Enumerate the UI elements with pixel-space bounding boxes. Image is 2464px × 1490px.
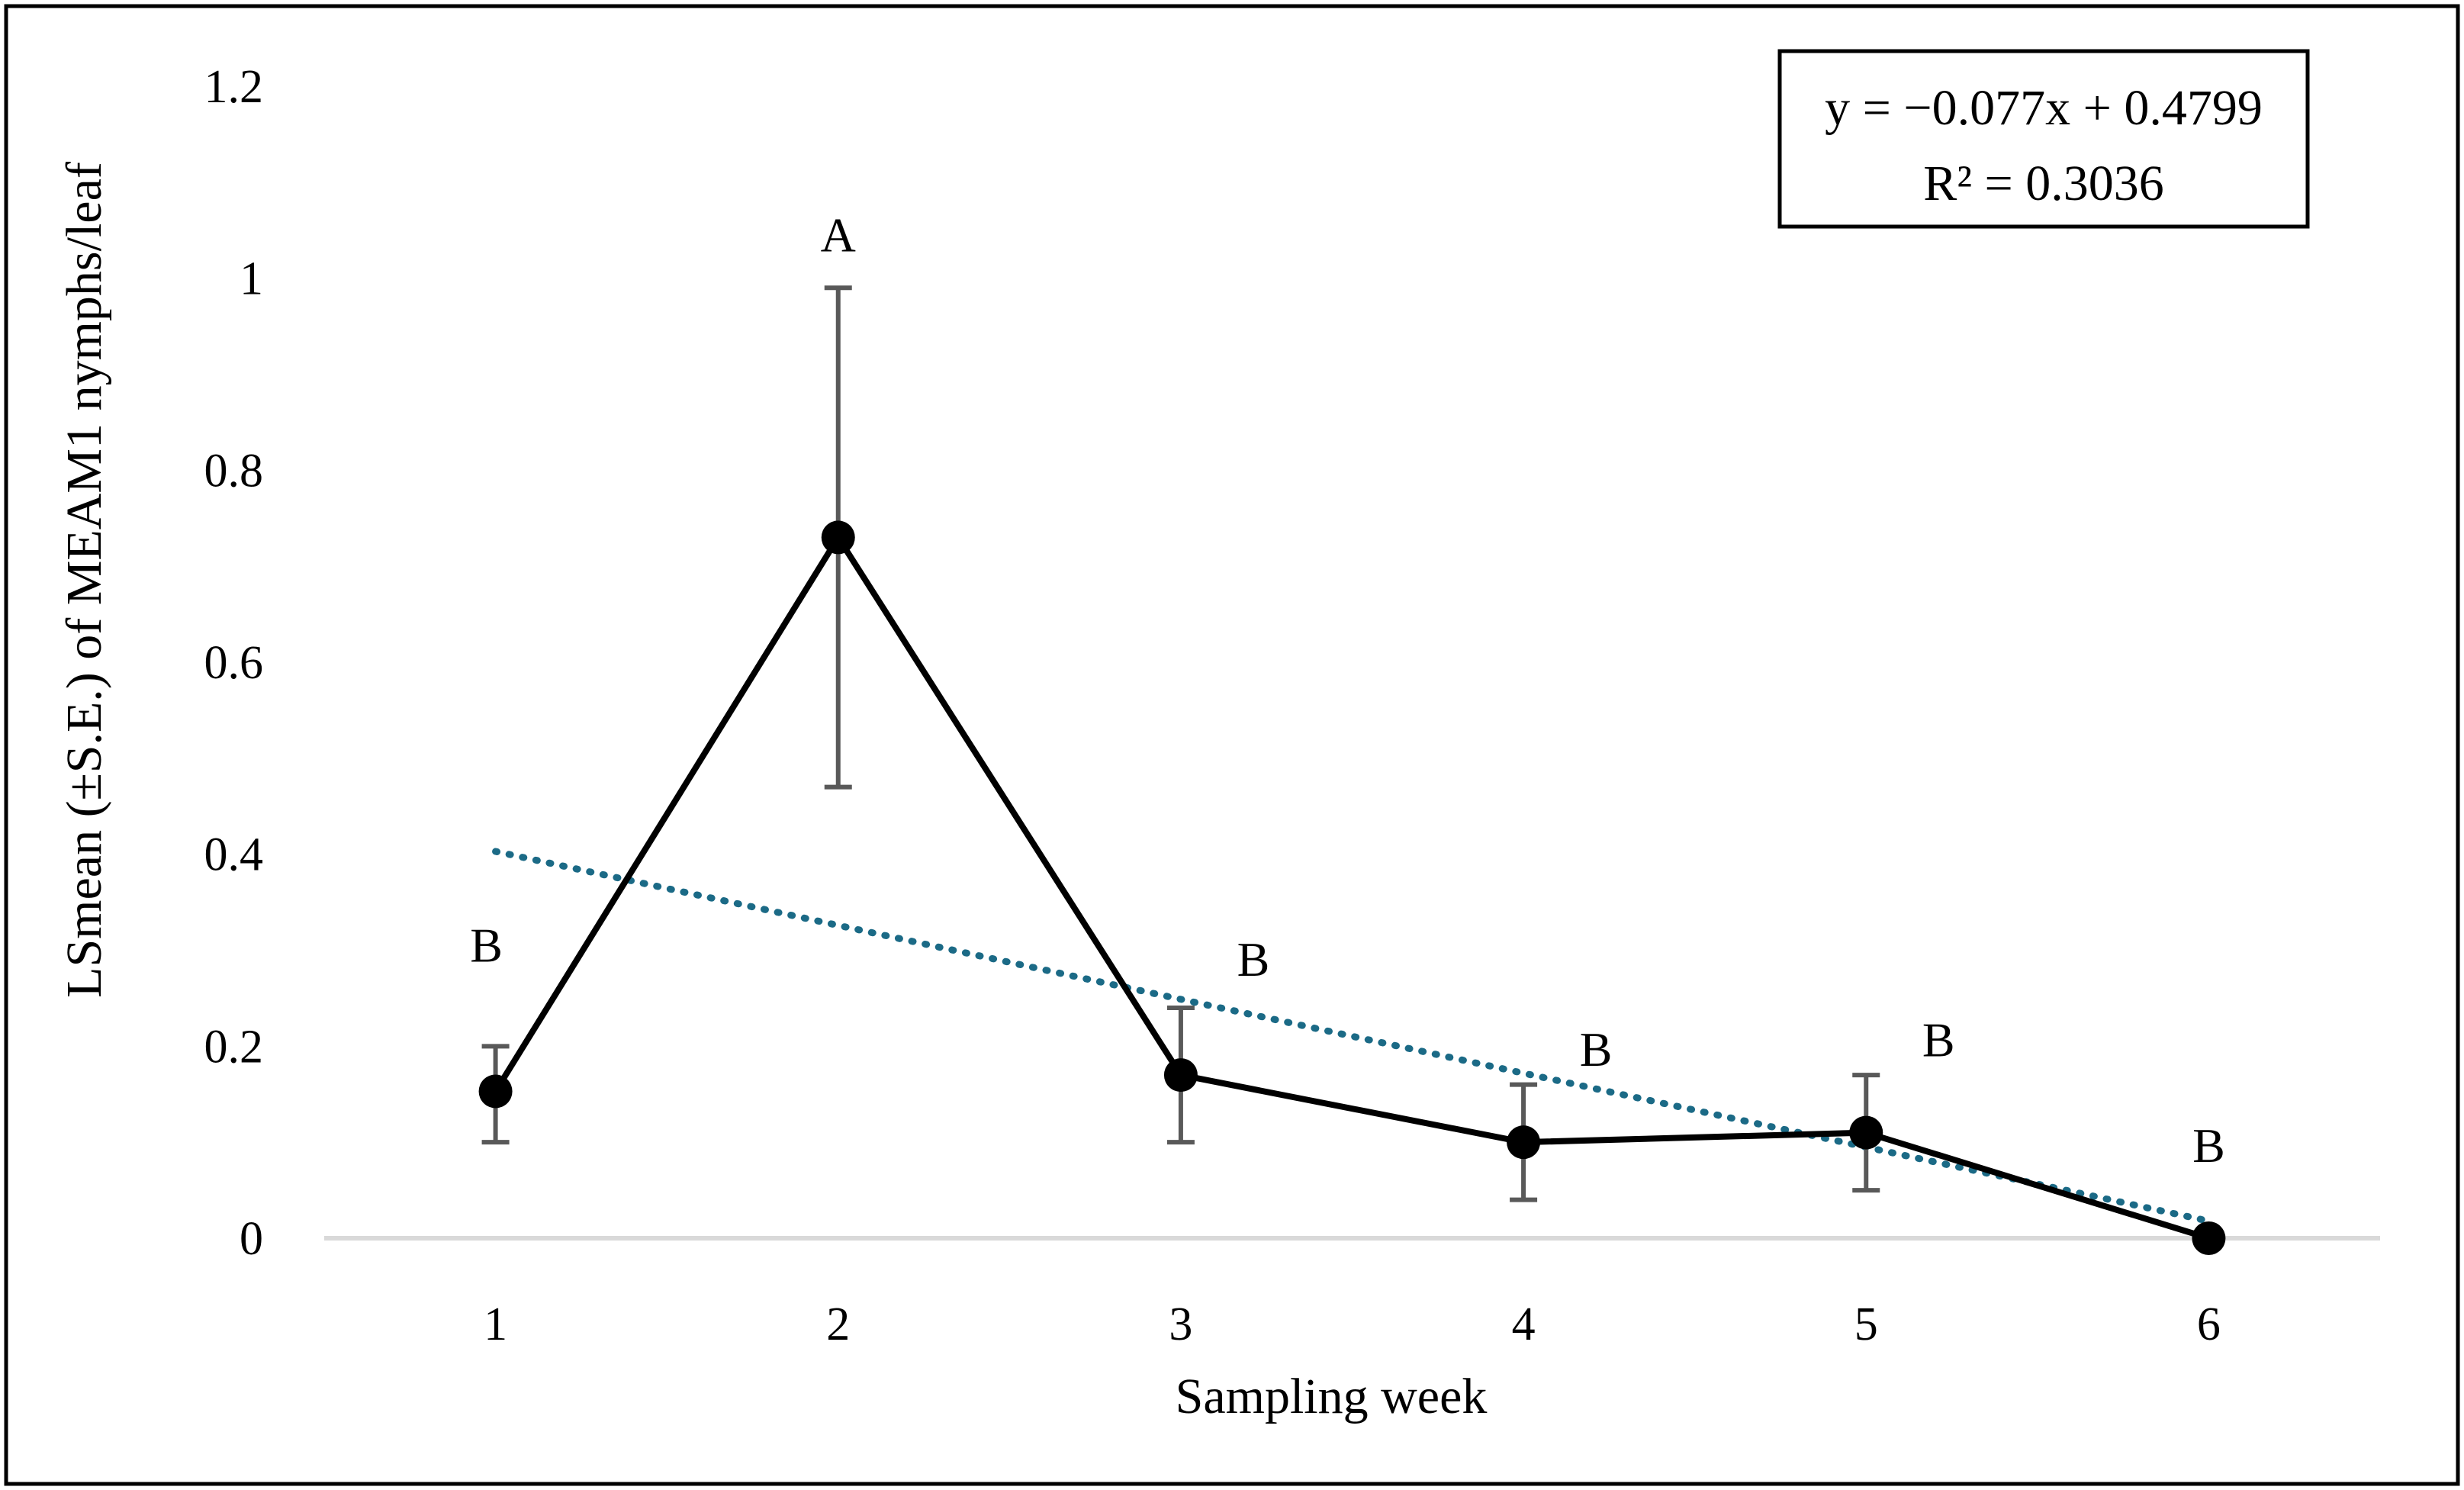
x-axis-ticks: 1 2 3 4 5 6	[484, 1299, 2221, 1350]
x-tick-label: 5	[1854, 1299, 1878, 1350]
x-tick-label: 4	[1512, 1299, 1536, 1350]
data-point	[1849, 1115, 1883, 1150]
data-point	[821, 520, 855, 555]
trendline-equation: y = −0.077x + 0.4799	[1825, 80, 2263, 136]
x-tick-label: 2	[826, 1299, 850, 1350]
data-point	[478, 1074, 513, 1109]
r-squared: R² = 0.3036	[1923, 156, 2164, 211]
x-tick-label: 6	[2197, 1299, 2221, 1350]
data-point	[2192, 1221, 2226, 1255]
data-point	[1163, 1058, 1198, 1093]
x-tick-label: 3	[1169, 1299, 1192, 1350]
significance-letter: A	[821, 208, 856, 262]
significance-letter: B	[470, 918, 503, 972]
equation-box-frame	[1777, 49, 2310, 229]
y-tick-label: 1.2	[204, 61, 264, 113]
y-tick-label: 1	[240, 253, 263, 305]
equation-box: y = −0.077x + 0.4799 R² = 0.3036	[1777, 49, 2310, 229]
significance-letter: B	[1922, 1013, 1955, 1067]
series-line	[493, 531, 2210, 1241]
data-points	[478, 520, 2226, 1255]
series-line-group	[493, 531, 2210, 1241]
y-tick-label: 0	[240, 1213, 263, 1265]
y-axis-ticks: 0 0.2 0.4 0.6 0.8 1 1.2	[204, 61, 264, 1265]
trendline-group	[492, 848, 2212, 1225]
data-point	[1507, 1125, 1541, 1160]
y-tick-label: 0.8	[204, 445, 264, 497]
significance-letter: B	[1580, 1022, 1613, 1076]
y-axis-title: LSmean (±S.E.) of MEAM1 nymphs/leaf	[56, 162, 112, 998]
significance-letter: B	[1237, 932, 1270, 986]
significance-letters: B A B B B B	[470, 208, 2225, 1173]
significance-letter: B	[2192, 1118, 2225, 1173]
y-tick-label: 0.2	[204, 1021, 264, 1073]
y-tick-label: 0.4	[204, 829, 264, 881]
x-tick-label: 1	[484, 1299, 507, 1350]
linear-trendline	[492, 848, 2212, 1225]
y-tick-label: 0.6	[204, 637, 264, 689]
x-axis-title: Sampling week	[1176, 1369, 1488, 1424]
